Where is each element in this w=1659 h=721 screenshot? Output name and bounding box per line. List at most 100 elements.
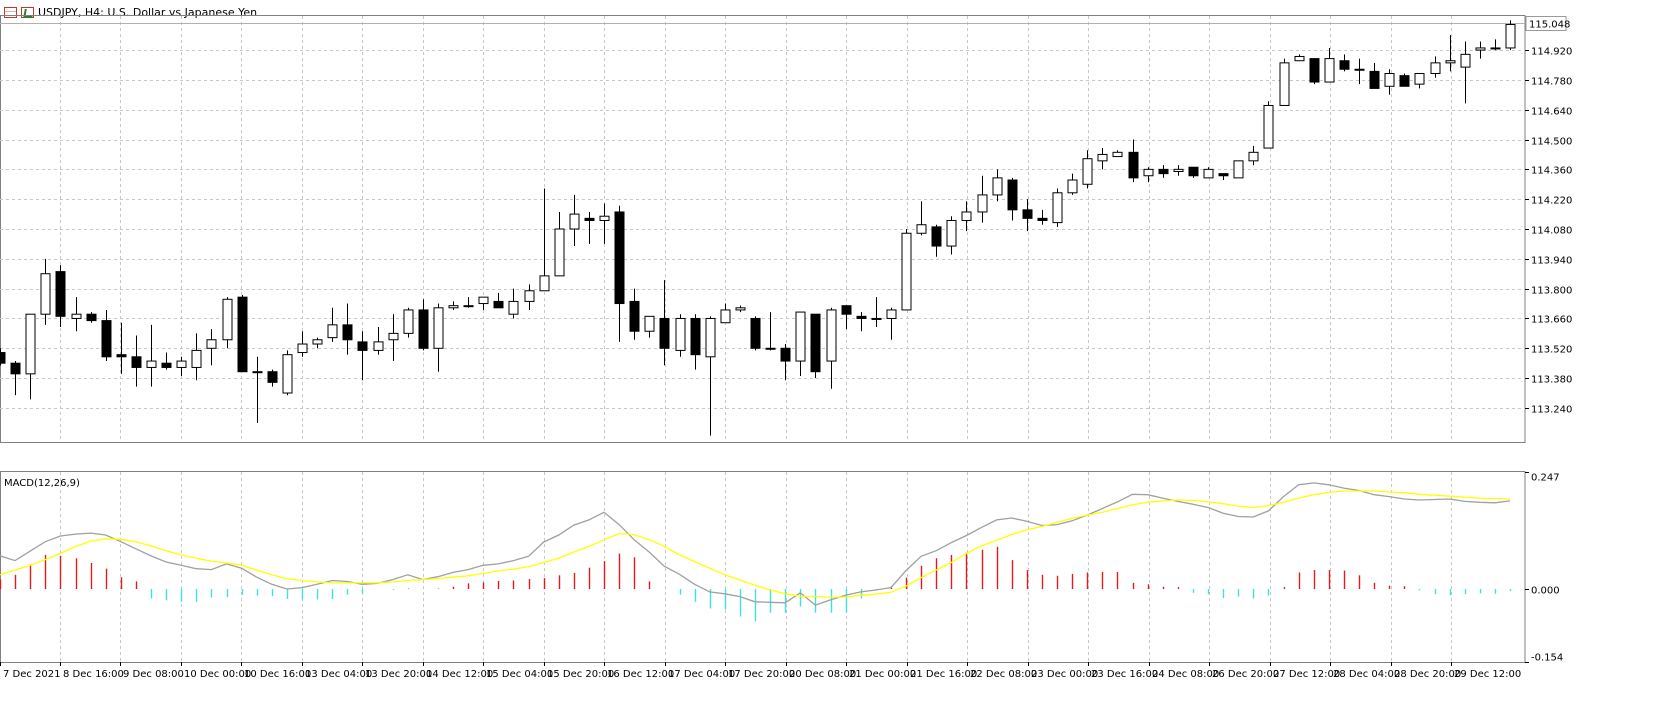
candle-body [418,309,429,349]
macd-lines [0,482,1511,606]
candle [101,309,112,362]
y-tick-label: 113.520 [1531,345,1572,356]
candle-body [841,305,852,315]
candle-body [403,309,414,334]
candle [267,369,278,387]
candle-body [1490,47,1501,50]
candle-body [946,219,957,247]
candle [342,303,353,355]
candle [1052,188,1063,227]
x-tick-label: 27 Dec 12:00 [1273,669,1340,680]
candle-body [1112,151,1123,158]
candle [1082,150,1093,189]
candle [1339,54,1350,72]
candle-body [795,311,806,362]
candle [463,297,474,308]
candle-body [1082,158,1093,185]
candle-body [1158,168,1169,175]
candle [1067,173,1078,195]
candle [1112,150,1123,158]
candle-body [705,317,716,358]
x-tick-label: 15 Dec 20:00 [547,669,614,680]
x-tick-label: 15 Dec 04:00 [486,669,553,680]
indicator-title: MACD(12,26,9) [4,478,80,489]
chart-type-icon[interactable] [21,6,34,18]
candle [1460,41,1471,104]
candle-body [1354,68,1365,71]
candle-body [1143,168,1154,177]
y-tick-label: 114.920 [1531,47,1572,58]
candle-body [373,341,384,351]
candle-body [1173,168,1184,172]
candle [1369,62,1380,89]
candle [1263,101,1274,149]
candle-body [25,313,36,375]
y-tick-label: 113.940 [1531,256,1572,267]
candle-body [161,362,172,368]
candle-body [86,313,97,322]
candle-body [1203,168,1214,179]
macd-y-tick-label: 0.247 [1531,473,1560,484]
candle [946,216,957,255]
candle-body [1218,173,1229,177]
macd-line [0,482,1511,606]
candle-body [826,309,837,362]
candle-body [629,300,640,332]
candle [826,307,837,389]
candle-body [1430,62,1441,75]
candle-body [40,273,51,315]
candle-body [1414,73,1425,85]
candle [644,315,655,338]
y-tick-label: 114.640 [1531,107,1572,118]
candle [282,350,293,396]
x-tick-label: 28 Dec 20:00 [1394,669,1461,680]
price-candles [0,20,1516,436]
x-tick-label: 10 Dec 00:00 [184,669,251,680]
candle-body [448,305,459,309]
candle [871,297,882,327]
candle-body [237,296,248,373]
macd-histogram [0,546,1512,622]
current-price-box [1525,16,1567,31]
candle [629,288,640,340]
candle [961,201,972,232]
candle [493,292,504,309]
candle [659,280,670,366]
chart-window-icon[interactable] [4,6,17,18]
candle-body [1097,153,1108,162]
candle-body [1233,160,1244,179]
candle-body [1128,151,1139,179]
candle-body [886,309,897,319]
candle-body [1399,75,1410,87]
x-tick-label: 8 Dec 16:00 [63,669,124,680]
candle-body [780,347,791,362]
candle [554,211,565,277]
candle-body [584,217,595,221]
x-tick-label: 23 Dec 16:00 [1091,669,1158,680]
candle-body [1475,47,1486,51]
x-tick-label: 17 Dec 04:00 [668,669,735,680]
candle [161,352,172,370]
candle [86,312,97,323]
candle-body [1067,179,1078,194]
candle [1430,56,1441,78]
candle-body [508,300,519,315]
y-tick-label: 114.220 [1531,196,1572,207]
candle-body [1324,58,1335,83]
candle [10,361,21,396]
candle [116,322,127,374]
x-tick-label: 20 Dec 08:00 [789,669,856,680]
candle [750,316,761,351]
candle-body [267,371,278,383]
candle [297,331,308,357]
candle [1309,58,1320,85]
candle [1143,167,1154,183]
candle-body [1369,70,1380,89]
candle [1007,177,1018,221]
candle [524,284,535,310]
candle-body [206,339,217,349]
candle-body [101,320,112,358]
x-tick-label: 26 Dec 20:00 [1212,669,1279,680]
candle [25,313,36,400]
